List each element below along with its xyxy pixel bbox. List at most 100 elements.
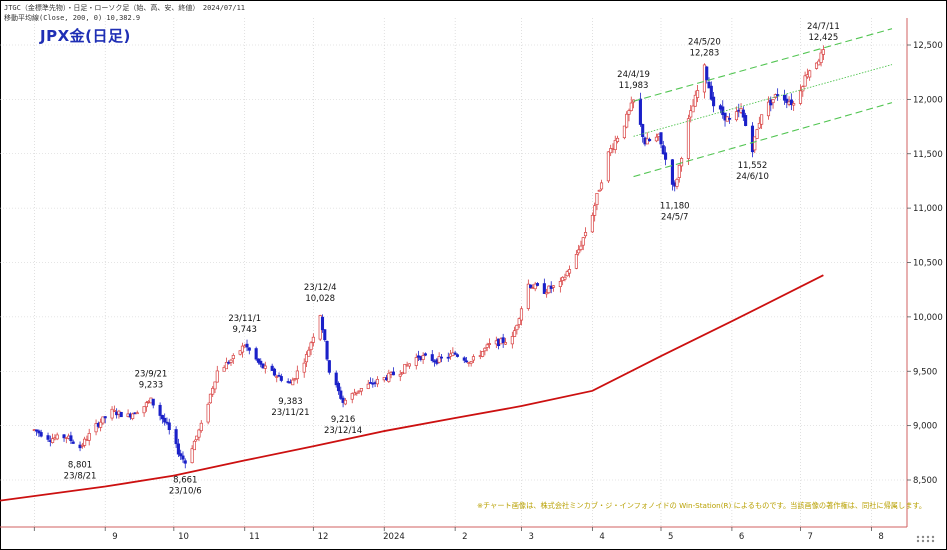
x-tick-label: 4 [599, 532, 604, 542]
candle-up [263, 365, 267, 369]
candle-down [641, 124, 645, 138]
trend-channel-layer [633, 28, 893, 178]
candle-down [785, 98, 789, 103]
candle-up [597, 189, 601, 192]
candle-up [215, 370, 219, 383]
candle-up [625, 113, 629, 128]
candle-down [103, 416, 107, 419]
candle-up [99, 421, 103, 428]
candle-up [304, 354, 309, 363]
candle-down [259, 360, 263, 365]
annotation-label: 9,383 [278, 397, 302, 407]
candle-down [648, 138, 652, 142]
candle-up [481, 351, 485, 357]
candle-up [275, 376, 279, 378]
candle-up [437, 356, 441, 363]
candle-up [398, 373, 402, 377]
grab-handle-icon[interactable] [914, 533, 940, 545]
candle-up [526, 283, 530, 309]
candle-down [638, 98, 642, 125]
candle-up [519, 308, 524, 321]
candle-up [645, 138, 649, 145]
candle-down [334, 372, 338, 386]
candle-up [350, 393, 354, 400]
candle-down [325, 340, 329, 360]
y-tick-label: 9,000 [913, 422, 937, 432]
candle-up [295, 370, 299, 380]
annotation-label: 9,233 [139, 380, 163, 390]
candle-up [551, 285, 556, 288]
candle-down [62, 434, 66, 439]
candle-up [760, 114, 764, 125]
candle-up [686, 118, 690, 159]
candle-up [563, 276, 567, 280]
candle-down [661, 145, 665, 155]
candle-up [208, 393, 212, 404]
candle-down [35, 429, 39, 432]
candle-down [453, 352, 457, 355]
candle-up [615, 137, 620, 142]
candle-down [336, 382, 341, 392]
y-tick-label: 9,500 [913, 367, 937, 377]
candle-up [414, 357, 418, 366]
candle-down [179, 453, 183, 457]
candle-up [471, 356, 475, 361]
candle-up [808, 70, 812, 78]
annotation-label: 24/5/7 [661, 213, 688, 223]
candle-up [352, 392, 357, 396]
candle-up [803, 75, 807, 87]
candle-up [595, 192, 599, 205]
candle-down [176, 443, 180, 455]
candle-up [213, 381, 217, 390]
candle-up [757, 122, 761, 129]
candle-down [37, 430, 41, 434]
candle-up [302, 362, 306, 373]
candle-down [709, 85, 713, 100]
candle-up [343, 399, 347, 405]
candle-down [789, 99, 793, 106]
candle-down [327, 360, 331, 373]
candle-up [513, 330, 517, 337]
candle-down [71, 441, 75, 444]
candle-up [309, 342, 313, 351]
candle-up [567, 269, 572, 274]
candle-down [423, 353, 427, 356]
candle-down [462, 357, 466, 361]
y-tick-label: 11,500 [913, 150, 943, 160]
annotation-label: 24/6/10 [736, 172, 769, 182]
candle-down [707, 81, 711, 89]
candle-down [272, 368, 277, 376]
candle-up [696, 90, 700, 98]
annotation-label: 8,661 [173, 475, 197, 485]
moving-average-readout: 移動平均線(Close, 200, 0) 10,382.9 [4, 14, 141, 22]
candle-down [181, 455, 185, 460]
annotation-label: 12,283 [690, 49, 720, 59]
candle-down [167, 422, 171, 431]
candle-up [307, 349, 311, 357]
annotation-label: 11,180 [660, 202, 690, 212]
candle-up [112, 410, 116, 412]
candle-down [446, 356, 450, 359]
annotation-label: 9,216 [331, 415, 355, 425]
y-tick-label: 12,000 [913, 95, 943, 105]
candle-up [487, 343, 492, 345]
candle-down [245, 343, 249, 348]
candle-down [183, 460, 187, 464]
candle-up [355, 391, 359, 394]
candle-up [359, 387, 363, 392]
candle-down [158, 404, 162, 416]
candle-up [55, 434, 59, 440]
annotation-label: 11,983 [619, 81, 649, 91]
candle-up [131, 413, 135, 420]
chart-header-line: JTGC（金標準先物）・日足・ローソク足（始、高、安、終値） 2024/07/1… [4, 4, 246, 12]
annotation-label: 11,552 [738, 161, 768, 171]
candle-up [421, 355, 425, 360]
candle-up [110, 408, 114, 419]
candle-up [677, 164, 681, 178]
candle-up [579, 245, 583, 250]
candle-down [664, 152, 668, 160]
candle-up [689, 110, 693, 118]
candle-up [590, 214, 594, 233]
